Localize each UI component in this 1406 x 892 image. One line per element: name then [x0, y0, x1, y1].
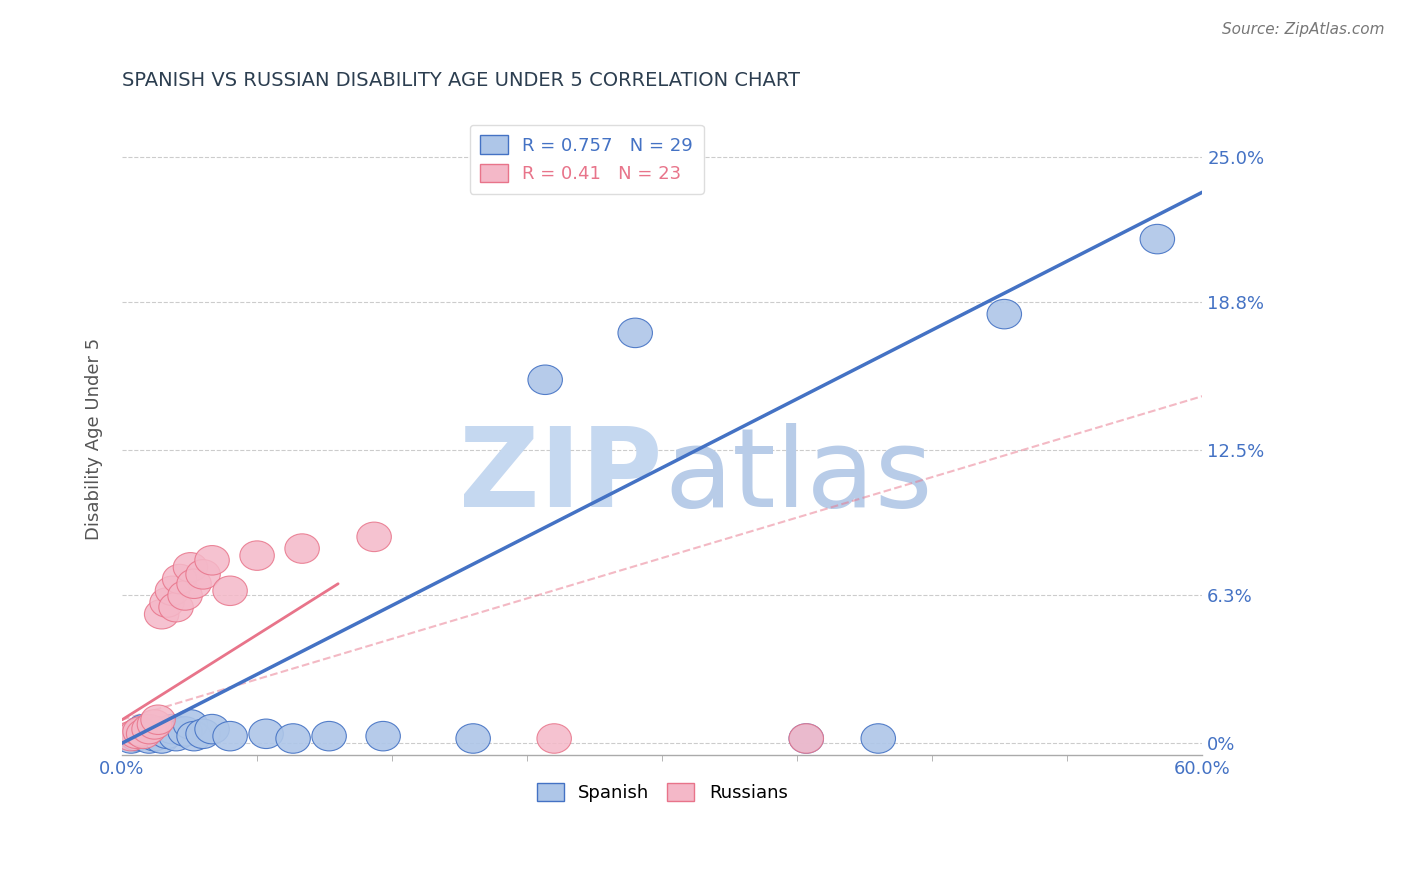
Ellipse shape	[527, 365, 562, 394]
Ellipse shape	[122, 716, 157, 747]
Ellipse shape	[155, 714, 190, 744]
Ellipse shape	[212, 576, 247, 606]
Ellipse shape	[186, 559, 221, 589]
Ellipse shape	[195, 546, 229, 575]
Ellipse shape	[285, 533, 319, 564]
Ellipse shape	[212, 722, 247, 751]
Ellipse shape	[145, 599, 179, 629]
Ellipse shape	[987, 300, 1022, 329]
Text: atlas: atlas	[665, 423, 932, 530]
Text: SPANISH VS RUSSIAN DISABILITY AGE UNDER 5 CORRELATION CHART: SPANISH VS RUSSIAN DISABILITY AGE UNDER …	[122, 71, 800, 90]
Ellipse shape	[138, 722, 172, 751]
Ellipse shape	[114, 722, 148, 751]
Ellipse shape	[537, 723, 571, 753]
Ellipse shape	[366, 722, 401, 751]
Ellipse shape	[789, 723, 824, 753]
Ellipse shape	[177, 569, 211, 599]
Ellipse shape	[150, 719, 184, 748]
Ellipse shape	[132, 714, 166, 744]
Ellipse shape	[127, 714, 160, 744]
Ellipse shape	[120, 722, 153, 751]
Ellipse shape	[163, 565, 197, 594]
Ellipse shape	[145, 723, 179, 753]
Ellipse shape	[186, 719, 221, 748]
Ellipse shape	[141, 705, 176, 734]
Ellipse shape	[138, 710, 172, 739]
Ellipse shape	[155, 576, 190, 606]
Ellipse shape	[114, 723, 148, 753]
Ellipse shape	[177, 722, 211, 751]
Ellipse shape	[195, 714, 229, 744]
Ellipse shape	[789, 723, 824, 753]
Text: Source: ZipAtlas.com: Source: ZipAtlas.com	[1222, 22, 1385, 37]
Y-axis label: Disability Age Under 5: Disability Age Under 5	[86, 337, 103, 540]
Ellipse shape	[159, 722, 193, 751]
Ellipse shape	[357, 522, 391, 551]
Ellipse shape	[167, 716, 202, 747]
Ellipse shape	[249, 719, 284, 748]
Ellipse shape	[122, 716, 157, 747]
Ellipse shape	[619, 318, 652, 348]
Ellipse shape	[276, 723, 311, 753]
Ellipse shape	[167, 581, 202, 610]
Ellipse shape	[159, 592, 193, 622]
Ellipse shape	[134, 719, 169, 748]
Text: ZIP: ZIP	[458, 423, 662, 530]
Ellipse shape	[860, 723, 896, 753]
Ellipse shape	[132, 723, 166, 753]
Ellipse shape	[456, 723, 491, 753]
Legend: Spanish, Russians: Spanish, Russians	[530, 775, 794, 809]
Ellipse shape	[173, 552, 208, 582]
Ellipse shape	[173, 710, 208, 739]
Ellipse shape	[312, 722, 346, 751]
Ellipse shape	[127, 719, 160, 748]
Ellipse shape	[141, 716, 176, 747]
Ellipse shape	[120, 719, 153, 748]
Ellipse shape	[240, 541, 274, 570]
Ellipse shape	[150, 588, 184, 617]
Ellipse shape	[1140, 225, 1174, 254]
